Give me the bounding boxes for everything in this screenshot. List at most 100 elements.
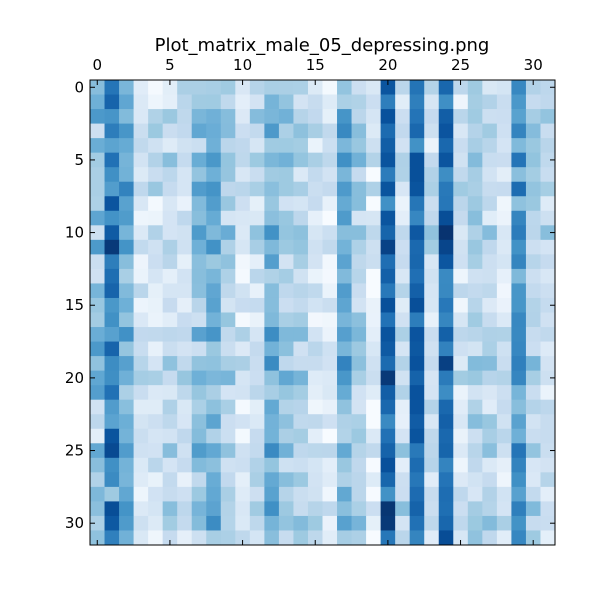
heatmap-cell (540, 428, 556, 444)
heatmap-cell (119, 327, 134, 342)
heatmap-cell (307, 443, 323, 459)
heatmap-cell (278, 297, 294, 313)
heatmap-cell (496, 225, 512, 241)
heatmap-cell (496, 167, 512, 183)
heatmap-cell (366, 472, 382, 488)
heatmap-cell (90, 385, 105, 401)
heatmap-cell (496, 472, 512, 488)
heatmap-cell (307, 239, 323, 255)
heatmap-cell (133, 428, 149, 444)
heatmap-cell (162, 327, 178, 342)
heatmap-cell (395, 428, 411, 444)
heatmap-cell (424, 80, 440, 95)
heatmap-cell (177, 457, 193, 473)
heatmap-cell (395, 414, 411, 430)
heatmap-cell (162, 225, 178, 241)
heatmap-cell (133, 399, 149, 415)
heatmap-cell (220, 515, 236, 531)
heatmap-cell (177, 167, 193, 183)
heatmap-cell (119, 138, 134, 154)
heatmap-cell (249, 530, 265, 546)
heatmap-cell (133, 181, 149, 197)
heatmap-cell (525, 457, 541, 473)
heatmap-cell (482, 370, 498, 386)
heatmap-cell (511, 370, 527, 386)
heatmap-cell (525, 341, 541, 357)
heatmap-cell (104, 123, 120, 139)
heatmap-cell (438, 283, 454, 299)
heatmap-cell (235, 327, 251, 342)
heatmap-cell (540, 152, 556, 168)
heatmap-cell (162, 501, 178, 517)
heatmap-cell (482, 283, 498, 299)
heatmap-cell (395, 254, 411, 270)
heatmap-cell (337, 80, 352, 95)
heatmap-cell (220, 167, 236, 183)
heatmap-cell (337, 109, 352, 124)
y-tick-label: 25 (65, 442, 84, 460)
heatmap-cell (453, 457, 469, 473)
heatmap-cell (467, 515, 483, 531)
heatmap-cell (206, 297, 222, 313)
heatmap-cell (467, 356, 483, 372)
heatmap-cell (467, 283, 483, 299)
heatmap-cell (424, 268, 440, 284)
heatmap-cell (191, 123, 207, 139)
x-tick-label: 10 (233, 56, 252, 74)
heatmap-cell (380, 443, 396, 459)
heatmap-cell (366, 123, 382, 139)
heatmap-cell (366, 501, 382, 517)
heatmap-cell (467, 370, 483, 386)
heatmap-cell (307, 181, 323, 197)
heatmap-cell (467, 457, 483, 473)
heatmap-cell (409, 472, 425, 488)
heatmap-cell (235, 356, 251, 372)
heatmap-cell (453, 109, 469, 124)
heatmap-cell (482, 297, 498, 313)
heatmap-cell (104, 327, 120, 342)
heatmap-cell (162, 443, 178, 459)
heatmap-cell (177, 530, 193, 546)
heatmap-cell (453, 138, 469, 154)
heatmap-cell (351, 196, 367, 212)
heatmap-cell (496, 327, 512, 342)
heatmap-cell (351, 356, 367, 372)
heatmap-cell (235, 530, 251, 546)
heatmap-cell (249, 138, 265, 154)
heatmap-cell (293, 94, 309, 110)
heatmap-cell (525, 268, 541, 284)
heatmap-cell (511, 443, 527, 459)
heatmap-cell (249, 109, 265, 124)
heatmap-cell (424, 399, 440, 415)
heatmap-cell (409, 80, 425, 95)
heatmap-cell (322, 399, 338, 415)
heatmap-cell (395, 283, 411, 299)
heatmap-cell (351, 443, 367, 459)
heatmap-cell (133, 356, 149, 372)
heatmap-cell (482, 181, 498, 197)
heatmap-cell (278, 123, 294, 139)
heatmap-cell (351, 297, 367, 313)
heatmap-cell (104, 356, 120, 372)
heatmap-cell (540, 196, 556, 212)
heatmap-cell (162, 385, 178, 401)
heatmap-cell (278, 472, 294, 488)
heatmap-cell (90, 356, 105, 372)
heatmap-cell (467, 414, 483, 430)
heatmap-cell (191, 312, 207, 328)
heatmap-cell (278, 385, 294, 401)
heatmap-cell (307, 312, 323, 328)
heatmap-cell (496, 385, 512, 401)
heatmap-cell (162, 210, 178, 226)
heatmap-cell (467, 341, 483, 357)
heatmap-cell (177, 370, 193, 386)
heatmap-cell (220, 225, 236, 241)
heatmap-cell (438, 152, 454, 168)
heatmap-cell (395, 181, 411, 197)
heatmap-cell (395, 501, 411, 517)
heatmap-cell (366, 283, 382, 299)
heatmap-cell (104, 515, 120, 531)
heatmap-cell (409, 225, 425, 241)
heatmap-cell (482, 254, 498, 270)
heatmap-cell (525, 515, 541, 531)
